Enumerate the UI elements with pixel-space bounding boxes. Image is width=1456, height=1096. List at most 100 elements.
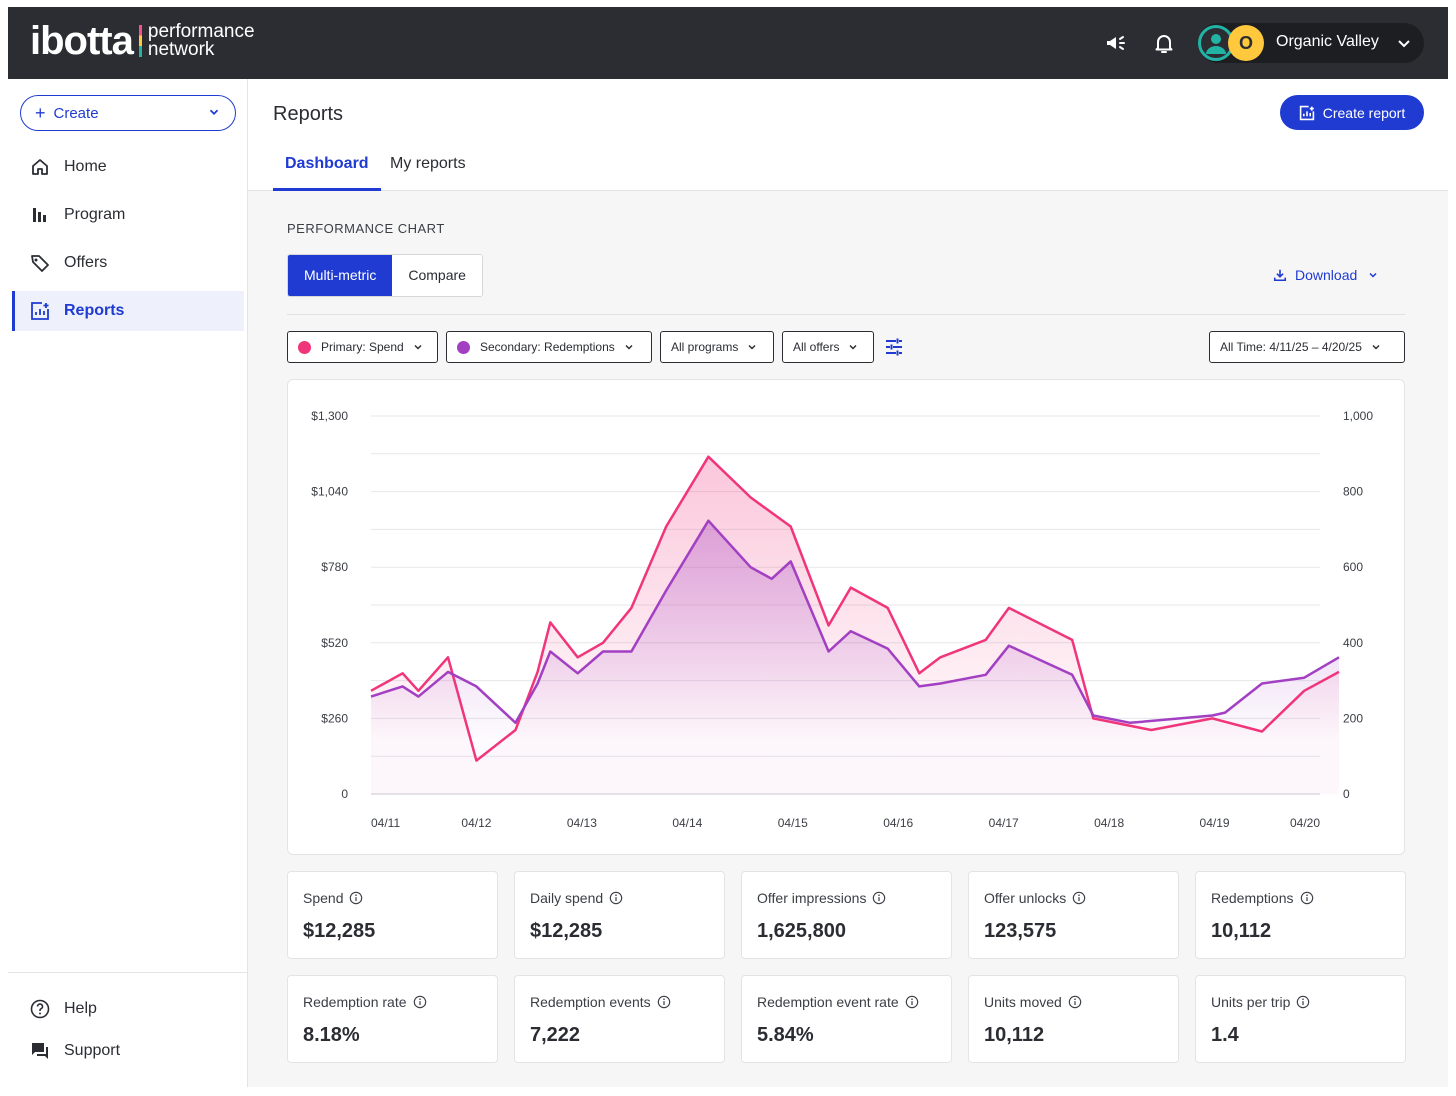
- report-plus-icon: [1299, 105, 1314, 120]
- secondary-metric-select[interactable]: Secondary: Redemptions: [446, 331, 652, 363]
- y-tick-left: $520: [321, 636, 348, 650]
- account-switcher[interactable]: O Organic Valley: [1198, 23, 1424, 63]
- kpi-label-text: Units moved: [984, 994, 1062, 1010]
- kpi-value: 7,222: [530, 1024, 581, 1046]
- org-avatar: O: [1228, 25, 1264, 61]
- sidebar-item-program[interactable]: Program: [12, 195, 244, 235]
- kpi-label: Units per trip: [1211, 994, 1310, 1010]
- tab-dashboard[interactable]: Dashboard: [273, 155, 381, 191]
- kpi-label-text: Offer impressions: [757, 890, 867, 906]
- chevron-down-icon: [1369, 272, 1377, 278]
- org-name: Organic Valley: [1276, 33, 1379, 50]
- kpi-label-text: Redemption rate: [303, 994, 407, 1010]
- performance-chart: $1,300 $1,040 $780 $520 $260 0 1,000 800 600 400…: [287, 379, 1405, 855]
- y-tick-left: $1,040: [311, 485, 348, 499]
- series-line-spend: [370, 455, 1340, 762]
- sidebar: + Create Home Program Offers Reports Hel…: [8, 79, 248, 1087]
- sidebar-item-reports[interactable]: Reports: [12, 291, 244, 331]
- kpi-value: 10,112: [1211, 920, 1272, 942]
- sidebar-item-home[interactable]: Home: [12, 147, 244, 187]
- kpi-value: $12,285: [530, 920, 603, 942]
- sidebar-item-help[interactable]: Help: [12, 989, 244, 1029]
- announcements-icon[interactable]: [1104, 31, 1128, 55]
- primary-color-dot: [298, 340, 311, 354]
- chevron-down-icon: [849, 344, 857, 350]
- primary-metric-select[interactable]: Primary: Spend: [287, 331, 438, 363]
- ibotta-logo[interactable]: ibotta performance network: [30, 21, 255, 61]
- offers-select[interactable]: All offers: [782, 331, 874, 363]
- y-tick-right: 200: [1343, 711, 1363, 725]
- kpi-card: Redemption events 7,222: [514, 975, 725, 1063]
- info-icon[interactable]: [905, 995, 919, 1009]
- kpi-label: Offer impressions: [757, 890, 886, 906]
- top-bar: ibotta performance network O Organic Val…: [8, 7, 1448, 79]
- divider: [287, 314, 1405, 315]
- chevron-down-icon: [414, 344, 422, 350]
- series-line-redemptions: [370, 519, 1340, 725]
- sidebar-item-support[interactable]: Support: [12, 1031, 244, 1071]
- chevron-down-icon: [207, 105, 221, 123]
- bell-icon[interactable]: [1152, 31, 1176, 55]
- section-title: PERFORMANCE CHART: [287, 221, 445, 236]
- kpi-value: 10,112: [984, 1024, 1045, 1046]
- tag-icon: [31, 255, 49, 272]
- info-icon[interactable]: [872, 891, 886, 905]
- plus-icon: +: [35, 102, 46, 123]
- chat-icon: [32, 1043, 48, 1059]
- kpi-label: Spend: [303, 890, 363, 906]
- info-icon[interactable]: [349, 891, 363, 905]
- download-button[interactable]: Download: [1273, 267, 1387, 283]
- kpi-value: 1.4: [1211, 1024, 1239, 1046]
- x-tick: 04/18: [1094, 816, 1124, 830]
- kpi-card: Offer impressions 1,625,800: [741, 871, 952, 959]
- kpi-label: Redemptions: [1211, 890, 1314, 906]
- create-report-button[interactable]: Create report: [1280, 95, 1424, 130]
- kpi-card: Redemption event rate 5.84%: [741, 975, 952, 1063]
- mode-multi-metric[interactable]: Multi-metric: [288, 255, 393, 296]
- y-tick-right: 400: [1343, 636, 1363, 650]
- kpi-label: Redemption events: [530, 994, 671, 1010]
- tab-my-reports[interactable]: My reports: [390, 155, 466, 172]
- mode-compare[interactable]: Compare: [392, 255, 482, 296]
- x-tick: 04/19: [1200, 816, 1230, 830]
- x-tick: 04/15: [778, 816, 808, 830]
- x-tick: 04/13: [567, 816, 597, 830]
- programs-select[interactable]: All programs: [660, 331, 774, 363]
- create-dropdown-button[interactable]: + Create: [20, 95, 236, 131]
- page-header: Reports Create report Dashboard My repor…: [248, 79, 1448, 191]
- date-range-select[interactable]: All Time: 4/11/25 – 4/20/25: [1209, 331, 1405, 363]
- kpi-card: Offer unlocks 123,575: [968, 871, 1179, 959]
- info-icon[interactable]: [413, 995, 427, 1009]
- y-tick-left: $1,300: [311, 409, 348, 423]
- x-tick: 04/17: [989, 816, 1019, 830]
- kpi-card: Redemptions 10,112: [1195, 871, 1406, 959]
- info-icon[interactable]: [1068, 995, 1082, 1009]
- info-icon[interactable]: [1296, 995, 1310, 1009]
- y-tick-right: 1,000: [1343, 409, 1373, 423]
- info-icon[interactable]: [609, 891, 623, 905]
- sidebar-item-offers[interactable]: Offers: [12, 243, 244, 283]
- kpi-label: Redemption event rate: [757, 994, 919, 1010]
- kpi-card: Daily spend $12,285: [514, 871, 725, 959]
- logo-subtitle: performance network: [147, 21, 255, 60]
- y-tick-left: 0: [341, 787, 348, 801]
- chart-svg: $1,300 $1,040 $780 $520 $260 0 1,000 800 600 400…: [311, 409, 1373, 830]
- chevron-down-icon: [1372, 344, 1380, 350]
- info-icon[interactable]: [1300, 891, 1314, 905]
- kpi-label: Units moved: [984, 994, 1082, 1010]
- filter-settings-icon[interactable]: [884, 337, 904, 362]
- chart-mode-toggle: Multi-metric Compare: [287, 254, 483, 297]
- kpi-label-text: Units per trip: [1211, 994, 1291, 1010]
- y-tick-right: 600: [1343, 560, 1363, 574]
- kpi-label-text: Redemption event rate: [757, 994, 899, 1010]
- kpi-label-text: Redemptions: [1211, 890, 1294, 906]
- info-icon[interactable]: [1072, 891, 1086, 905]
- x-tick: 04/20: [1290, 816, 1320, 830]
- x-tick: 04/14: [672, 816, 702, 830]
- info-icon[interactable]: [657, 995, 671, 1009]
- chevron-down-icon: [1396, 35, 1412, 56]
- kpi-label: Redemption rate: [303, 994, 427, 1010]
- page-title: Reports: [273, 103, 344, 125]
- x-tick: 04/12: [461, 816, 491, 830]
- kpi-value: $12,285: [303, 920, 376, 942]
